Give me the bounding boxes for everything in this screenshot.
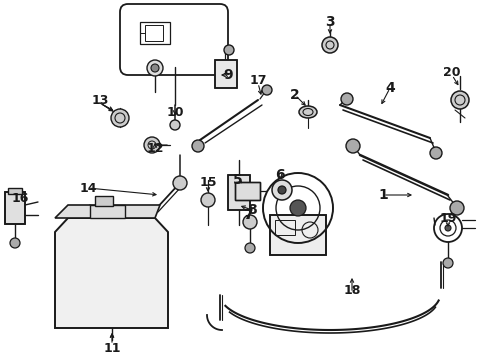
Bar: [8, 188, 22, 194]
Bar: [275, 220, 295, 235]
Circle shape: [170, 120, 180, 130]
Circle shape: [290, 200, 306, 216]
Circle shape: [151, 64, 159, 72]
Text: 16: 16: [11, 192, 29, 204]
Bar: [270, 215, 326, 255]
Circle shape: [147, 60, 163, 76]
Bar: [235, 182, 260, 200]
Text: 7: 7: [243, 208, 253, 222]
Circle shape: [322, 37, 338, 53]
Circle shape: [192, 140, 204, 152]
Text: 11: 11: [103, 342, 121, 355]
Circle shape: [451, 91, 469, 109]
Polygon shape: [55, 218, 168, 328]
Circle shape: [278, 186, 286, 194]
Bar: [228, 175, 250, 210]
Ellipse shape: [299, 106, 317, 118]
Text: 3: 3: [325, 15, 335, 29]
Text: 13: 13: [91, 94, 109, 107]
Text: 19: 19: [440, 212, 457, 225]
Bar: [5, 192, 25, 224]
Circle shape: [10, 238, 20, 248]
Text: 8: 8: [247, 203, 257, 217]
Circle shape: [173, 176, 187, 190]
Circle shape: [445, 225, 451, 231]
Text: 14: 14: [79, 181, 97, 194]
Bar: [95, 196, 113, 206]
Text: 1: 1: [378, 188, 388, 202]
Text: 5: 5: [233, 173, 243, 187]
Circle shape: [144, 137, 160, 153]
Circle shape: [111, 109, 129, 127]
Circle shape: [430, 147, 442, 159]
Text: 12: 12: [146, 141, 164, 154]
Circle shape: [346, 139, 360, 153]
Bar: [90, 205, 125, 218]
Text: 6: 6: [275, 168, 285, 182]
Circle shape: [272, 180, 292, 200]
Text: 2: 2: [290, 88, 300, 102]
Circle shape: [245, 243, 255, 253]
Bar: [235, 182, 260, 200]
Text: 17: 17: [249, 73, 267, 86]
Bar: [140, 22, 170, 44]
Text: 20: 20: [443, 66, 461, 78]
Text: 15: 15: [199, 176, 217, 189]
Bar: [215, 60, 237, 88]
Bar: [5, 192, 25, 224]
Circle shape: [201, 193, 215, 207]
Circle shape: [262, 85, 272, 95]
Circle shape: [224, 45, 234, 55]
Text: 18: 18: [343, 284, 361, 297]
Circle shape: [443, 258, 453, 268]
Circle shape: [243, 215, 257, 229]
Bar: [145, 25, 163, 41]
Circle shape: [341, 93, 353, 105]
Bar: [215, 60, 237, 88]
Text: 9: 9: [223, 68, 233, 82]
Polygon shape: [55, 205, 160, 218]
Bar: [228, 175, 250, 210]
Bar: [270, 215, 326, 255]
Text: 4: 4: [385, 81, 395, 95]
Circle shape: [450, 201, 464, 215]
Text: 10: 10: [166, 105, 184, 118]
